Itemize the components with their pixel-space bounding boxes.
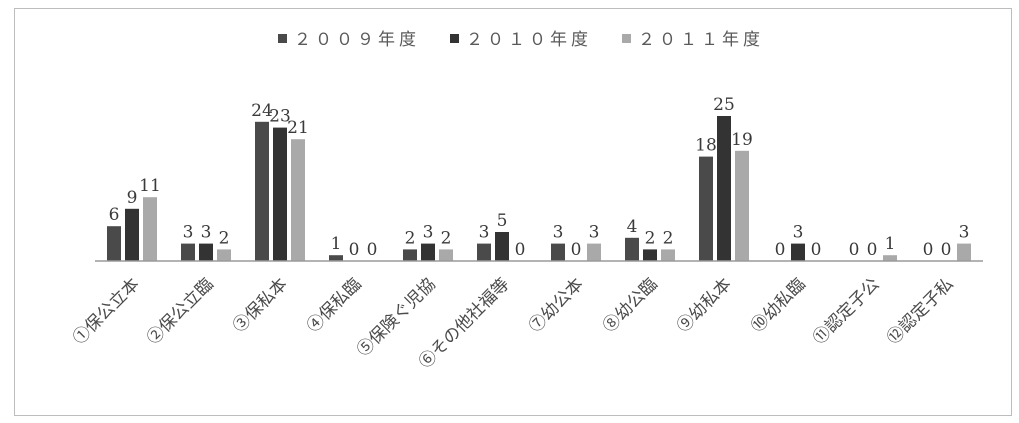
bar-8-series-2: [643, 249, 657, 261]
data-label-7-series-2: 0: [571, 240, 582, 260]
data-label-9-series-1: 18: [695, 136, 717, 156]
category-label-10: ⑩幼私臨: [747, 274, 809, 336]
data-label-12-series-1: 0: [923, 240, 934, 260]
bars: [107, 116, 971, 261]
legend-label-3: ２０１１年度: [638, 30, 764, 50]
data-label-12-series-2: 0: [941, 240, 952, 260]
category-label-7: ⑦幼公本: [525, 274, 587, 336]
data-label-11-series-1: 0: [849, 240, 860, 260]
category-label-1: ①保公立本: [69, 274, 143, 348]
bar-4-series-1: [329, 255, 343, 261]
legend-label-1: ２００９年度: [294, 30, 420, 50]
bar-6-series-2: [495, 232, 509, 261]
data-label-5-series-1: 2: [405, 228, 416, 248]
data-label-10-series-2: 3: [793, 223, 804, 243]
data-label-3-series-1: 24: [251, 101, 273, 121]
category-label-2: ②保公立臨: [143, 274, 217, 348]
bar-5-series-3: [439, 249, 453, 261]
bar-7-series-3: [587, 243, 601, 261]
chart-frame: ２００９年度 ２０１０年度 ２０１１年度 6 9 11 3 3 2 24 23 21 1 0 0 2 3 2 3 5…: [14, 8, 1012, 416]
bar-12-series-3: [957, 243, 971, 261]
legend: ２００９年度 ２０１０年度 ２０１１年度: [278, 30, 764, 50]
bar-3-series-1: [255, 121, 269, 261]
data-label-12-series-3: 3: [959, 223, 970, 243]
data-label-4-series-3: 0: [367, 240, 378, 260]
bar-9-series-3: [735, 150, 749, 261]
data-label-2-series-3: 2: [219, 228, 230, 248]
bar-10-series-2: [791, 243, 805, 261]
data-label-6-series-2: 5: [497, 211, 508, 231]
data-label-3-series-3: 21: [287, 118, 309, 138]
data-label-7-series-1: 3: [553, 223, 564, 243]
legend-swatch-1: [278, 34, 287, 43]
legend-swatch-2: [450, 34, 459, 43]
category-label-9: ⑨幼私本: [673, 274, 735, 336]
data-label-7-series-3: 3: [589, 223, 600, 243]
bar-9-series-2: [717, 116, 731, 261]
data-label-1-series-2: 9: [127, 188, 138, 208]
bar-1-series-1: [107, 226, 121, 261]
data-label-11-series-2: 0: [867, 240, 878, 260]
bar-1-series-3: [143, 197, 157, 261]
bar-11-series-3: [883, 255, 897, 261]
bar-5-series-2: [421, 243, 435, 261]
bar-3-series-2: [273, 127, 287, 261]
legend-label-2: ２０１０年度: [466, 30, 592, 50]
bar-2-series-3: [217, 249, 231, 261]
data-label-4-series-2: 0: [349, 240, 360, 260]
category-label-4: ④保私臨: [303, 274, 365, 336]
category-label-12: ⑫認定子私: [883, 274, 957, 348]
data-label-3-series-2: 23: [269, 107, 291, 127]
bar-8-series-1: [625, 237, 639, 261]
data-label-10-series-1: 0: [775, 240, 786, 260]
category-label-11: ⑪認定子公: [809, 274, 883, 348]
data-label-5-series-2: 3: [423, 223, 434, 243]
bar-8-series-3: [661, 249, 675, 261]
data-label-8-series-3: 2: [663, 228, 674, 248]
category-label-3: ③保私本: [229, 274, 291, 336]
data-label-11-series-3: 1: [885, 234, 896, 254]
data-label-9-series-3: 19: [731, 130, 753, 150]
data-label-8-series-1: 4: [627, 217, 638, 237]
bar-5-series-1: [403, 249, 417, 261]
bar-9-series-1: [699, 156, 713, 261]
bar-2-series-2: [199, 243, 213, 261]
data-label-6-series-3: 0: [515, 240, 526, 260]
data-label-2-series-1: 3: [183, 223, 194, 243]
legend-swatch-3: [622, 34, 631, 43]
data-label-2-series-2: 3: [201, 223, 212, 243]
data-label-8-series-2: 2: [645, 228, 656, 248]
bar-6-series-1: [477, 243, 491, 261]
data-label-6-series-1: 3: [479, 223, 490, 243]
bar-1-series-2: [125, 208, 139, 261]
data-label-10-series-3: 0: [811, 240, 822, 260]
data-label-1-series-3: 11: [139, 176, 161, 196]
bar-7-series-1: [551, 243, 565, 261]
bar-3-series-3: [291, 139, 305, 261]
data-label-1-series-1: 6: [109, 205, 120, 225]
category-label-8: ⑧幼公臨: [599, 274, 661, 336]
data-label-5-series-3: 2: [441, 228, 452, 248]
data-label-4-series-1: 1: [331, 234, 342, 254]
data-label-9-series-2: 25: [713, 95, 735, 115]
bar-2-series-1: [181, 243, 195, 261]
